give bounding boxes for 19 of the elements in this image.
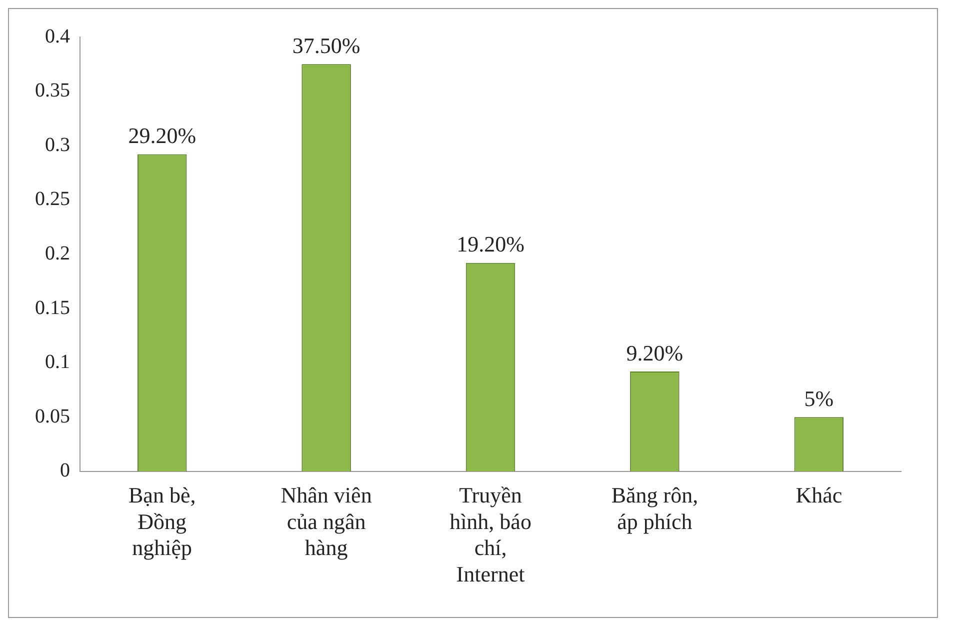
x-tick-label: Băng rôn, áp phích [611,482,698,534]
y-tick-label: 0.4 [45,25,70,48]
y-tick-label: 0.2 [45,242,70,264]
y-tick-label: 0 [60,460,70,482]
x-tick-label: Khác [796,482,842,508]
data-label: 19.20% [456,232,524,257]
y-tick-label: 0.3 [45,134,70,156]
data-label: 9.20% [626,340,684,366]
y-tick-label: 0.25 [35,188,70,210]
data-label: 37.50% [292,32,360,58]
x-tick-label: Nhân viên của ngân hàng [280,482,372,560]
data-label: 5% [804,386,834,411]
y-tick-label: 0.1 [45,351,70,374]
data-label: 29.20% [128,123,196,148]
x-tick-label: Truyền hình, báo chí, Internet [450,482,532,587]
y-tick-label: 0.35 [35,80,70,102]
y-tick-label: 0.15 [35,296,70,319]
y-tick-label: 0.05 [35,405,70,428]
x-tick-label: Bạn bè, Đồng nghiệp [128,482,196,560]
